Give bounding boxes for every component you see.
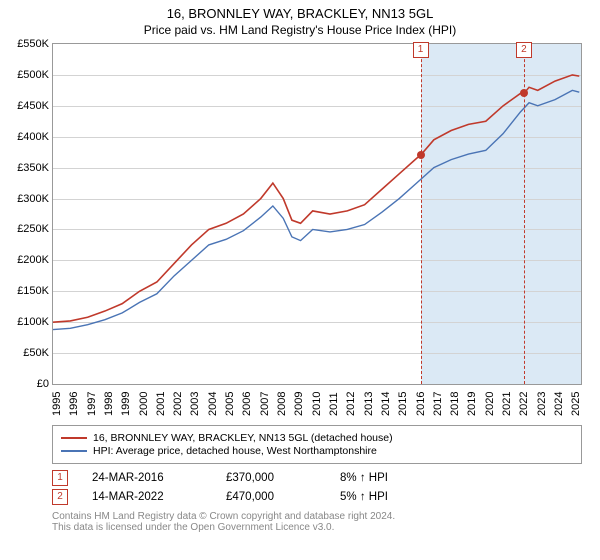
sale-row: 1 24-MAR-2016 £370,000 8% ↑ HPI bbox=[52, 470, 582, 486]
chart-lines bbox=[53, 44, 581, 384]
footer-line: This data is licensed under the Open Gov… bbox=[52, 522, 582, 533]
marker-line-1 bbox=[421, 44, 422, 384]
y-axis-label: £500K bbox=[17, 69, 53, 81]
x-axis-label: 1997 bbox=[84, 392, 98, 416]
sale-marker: 2 bbox=[52, 489, 68, 505]
sale-row: 2 14-MAR-2022 £470,000 5% ↑ HPI bbox=[52, 489, 582, 505]
legend-label: 16, BRONNLEY WAY, BRACKLEY, NN13 5GL (de… bbox=[93, 432, 393, 444]
x-axis-label: 1996 bbox=[66, 392, 80, 416]
legend-item: HPI: Average price, detached house, West… bbox=[61, 445, 573, 457]
sale-delta: 5% ↑ HPI bbox=[340, 491, 388, 503]
sale-delta: 8% ↑ HPI bbox=[340, 472, 388, 484]
x-axis-label: 2010 bbox=[309, 392, 323, 416]
x-axis-label: 2024 bbox=[551, 392, 565, 416]
x-axis-label: 2001 bbox=[153, 392, 167, 416]
y-axis-label: £400K bbox=[17, 131, 53, 143]
series-hpi bbox=[53, 90, 579, 329]
y-axis-label: £50K bbox=[23, 347, 53, 359]
x-axis-label: 2007 bbox=[257, 392, 271, 416]
sales-table: 1 24-MAR-2016 £370,000 8% ↑ HPI 2 14-MAR-2022… bbox=[52, 470, 582, 505]
x-axis-label: 1998 bbox=[101, 392, 115, 416]
x-axis-label: 2012 bbox=[343, 392, 357, 416]
sale-marker: 1 bbox=[52, 470, 68, 486]
marker-dot-2 bbox=[520, 89, 528, 97]
x-axis-label: 2009 bbox=[291, 392, 305, 416]
y-axis-label: £300K bbox=[17, 193, 53, 205]
price-chart: £0£50K£100K£150K£200K£250K£300K£350K£400… bbox=[52, 43, 582, 385]
sale-price: £370,000 bbox=[226, 472, 316, 484]
y-axis-label: £150K bbox=[17, 285, 53, 297]
x-axis-label: 2022 bbox=[516, 392, 530, 416]
x-axis-label: 2025 bbox=[568, 392, 582, 416]
y-axis-label: £0 bbox=[37, 378, 53, 390]
marker-label-1: 1 bbox=[413, 42, 429, 58]
x-axis-label: 2000 bbox=[136, 392, 150, 416]
legend-item: 16, BRONNLEY WAY, BRACKLEY, NN13 5GL (de… bbox=[61, 432, 573, 444]
x-axis-label: 2004 bbox=[205, 392, 219, 416]
footer: Contains HM Land Registry data © Crown c… bbox=[52, 511, 582, 533]
x-axis-label: 2014 bbox=[378, 392, 392, 416]
y-axis-label: £200K bbox=[17, 254, 53, 266]
x-axis-label: 2011 bbox=[326, 392, 340, 416]
legend-swatch bbox=[61, 450, 87, 452]
x-axis-label: 2008 bbox=[274, 392, 288, 416]
page-subtitle: Price paid vs. HM Land Registry's House … bbox=[0, 23, 600, 37]
sale-date: 14-MAR-2022 bbox=[92, 491, 202, 503]
page-title: 16, BRONNLEY WAY, BRACKLEY, NN13 5GL bbox=[0, 6, 600, 21]
y-axis-label: £350K bbox=[17, 162, 53, 174]
y-axis-label: £550K bbox=[17, 38, 53, 50]
x-axis-label: 2023 bbox=[534, 392, 548, 416]
x-axis-label: 2002 bbox=[170, 392, 184, 416]
sale-price: £470,000 bbox=[226, 491, 316, 503]
x-axis-label: 2019 bbox=[464, 392, 478, 416]
x-axis-label: 2006 bbox=[239, 392, 253, 416]
series-property bbox=[53, 75, 579, 322]
x-axis-label: 2016 bbox=[413, 392, 427, 416]
x-axis-label: 2015 bbox=[395, 392, 409, 416]
footer-line: Contains HM Land Registry data © Crown c… bbox=[52, 511, 582, 522]
y-axis-label: £250K bbox=[17, 223, 53, 235]
sale-date: 24-MAR-2016 bbox=[92, 472, 202, 484]
x-axis-label: 2021 bbox=[499, 392, 513, 416]
x-axis-label: 2005 bbox=[222, 392, 236, 416]
x-axis-label: 2013 bbox=[361, 392, 375, 416]
x-axis-label: 1995 bbox=[49, 392, 63, 416]
x-axis-label: 2017 bbox=[430, 392, 444, 416]
marker-label-2: 2 bbox=[516, 42, 532, 58]
x-axis-label: 1999 bbox=[118, 392, 132, 416]
y-axis-label: £100K bbox=[17, 316, 53, 328]
y-axis-label: £450K bbox=[17, 100, 53, 112]
x-axis-label: 2020 bbox=[482, 392, 496, 416]
legend-swatch bbox=[61, 437, 87, 439]
marker-dot-1 bbox=[417, 151, 425, 159]
x-axis-label: 2003 bbox=[187, 392, 201, 416]
legend-label: HPI: Average price, detached house, West… bbox=[93, 445, 377, 457]
x-axis-label: 2018 bbox=[447, 392, 461, 416]
legend: 16, BRONNLEY WAY, BRACKLEY, NN13 5GL (de… bbox=[52, 425, 582, 464]
